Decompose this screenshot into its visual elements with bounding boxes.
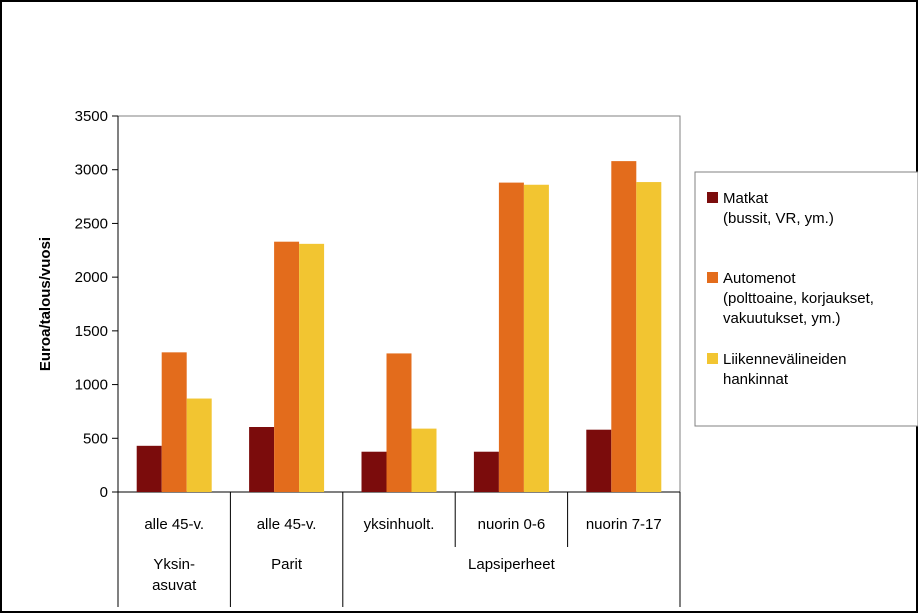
bar bbox=[523, 184, 549, 493]
y-axis-title: Euroa/talous/vuosi bbox=[37, 237, 54, 371]
bar bbox=[249, 427, 275, 492]
legend-label: Matkat bbox=[723, 190, 769, 207]
category-label: yksinhuolt. bbox=[364, 516, 435, 533]
category-label: nuorin 7-17 bbox=[586, 516, 662, 533]
bar bbox=[386, 353, 412, 492]
group-label: Yksin- bbox=[153, 556, 195, 573]
group-label: asuvat bbox=[152, 577, 197, 594]
bar bbox=[361, 451, 387, 492]
group-label: Parit bbox=[271, 556, 303, 573]
bar bbox=[274, 241, 300, 492]
bar bbox=[586, 429, 612, 492]
y-tick-label: 3500 bbox=[75, 108, 108, 125]
legend-label: hankinnat bbox=[723, 371, 789, 388]
bar bbox=[161, 352, 187, 492]
y-tick-label: 3000 bbox=[75, 162, 108, 179]
legend-swatch bbox=[707, 353, 718, 364]
y-tick-label: 2000 bbox=[75, 269, 108, 286]
category-label: alle 45-v. bbox=[257, 516, 317, 533]
legend-label: vakuutukset, ym.) bbox=[723, 310, 841, 327]
legend-label: (polttoaine, korjaukset, bbox=[723, 290, 874, 307]
bar bbox=[299, 243, 325, 492]
y-tick-label: 0 bbox=[100, 484, 108, 501]
legend-box bbox=[694, 171, 918, 427]
y-tick-label: 1500 bbox=[75, 323, 108, 340]
group-label: Lapsiperheet bbox=[468, 556, 556, 573]
category-label: alle 45-v. bbox=[144, 516, 204, 533]
legend-label: Automenot bbox=[723, 270, 796, 287]
category-label: nuorin 0-6 bbox=[478, 516, 546, 533]
y-tick-label: 500 bbox=[83, 430, 108, 447]
legend-label: (bussit, VR, ym.) bbox=[723, 210, 834, 227]
bar bbox=[136, 445, 162, 492]
bar bbox=[498, 182, 524, 492]
bar bbox=[186, 398, 212, 492]
legend-swatch bbox=[707, 192, 718, 203]
legend-label: Liikennevälineiden bbox=[723, 351, 846, 368]
bar bbox=[611, 161, 637, 492]
bar bbox=[473, 451, 499, 492]
bar bbox=[636, 182, 662, 492]
legend-swatch bbox=[707, 272, 718, 283]
y-tick-label: 1000 bbox=[75, 377, 108, 394]
bar bbox=[411, 428, 437, 492]
y-tick-label: 2500 bbox=[75, 215, 108, 232]
